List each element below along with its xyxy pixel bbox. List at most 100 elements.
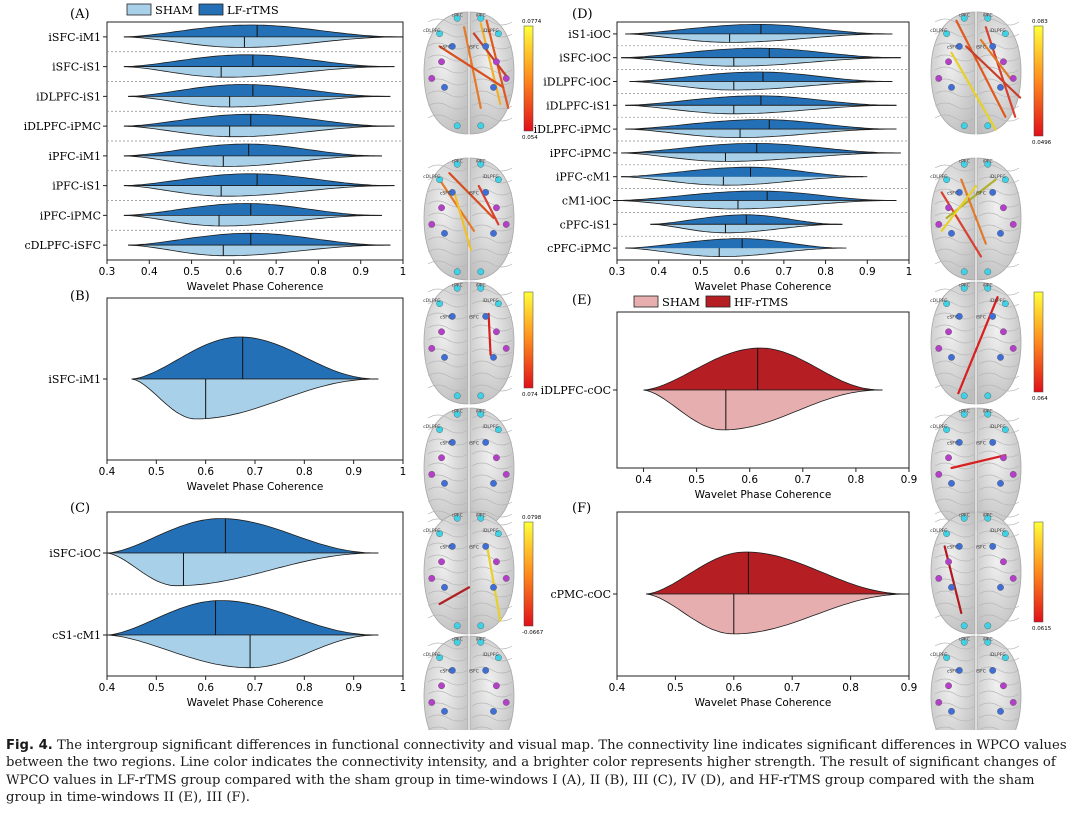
brain-node <box>482 667 490 674</box>
colorbar: 0.0774 0.054 <box>522 19 542 141</box>
brain-gyrus <box>978 530 1020 538</box>
brain-region-label: cSFC <box>440 190 451 196</box>
brain-node <box>453 514 461 522</box>
brain-region-label: iDLPFC <box>990 424 1006 430</box>
brain-gyrus <box>978 114 1020 122</box>
brain-region-label: iPFC <box>476 512 486 518</box>
brain-node <box>997 229 1004 237</box>
brain-region-label: iPFC <box>983 158 993 164</box>
x-tick-label: 0.5 <box>183 266 200 278</box>
brain-node <box>495 300 502 307</box>
brain-region-label: iDLPFC <box>990 298 1006 304</box>
colorbar: 0.083 0.0496 <box>1032 19 1052 146</box>
row-label: cPFC-iPMC <box>547 242 611 255</box>
brain-node <box>945 558 952 566</box>
x-tick-label: 0.5 <box>667 682 684 694</box>
brain-gyrus <box>934 438 976 446</box>
brain-region-label: cDLPFC <box>423 424 440 430</box>
brain-gyrus <box>471 690 513 698</box>
brain-node <box>935 699 943 706</box>
brain-gyrus <box>934 372 976 380</box>
legend-swatch-sham <box>633 295 659 308</box>
violin-active-half <box>629 71 893 82</box>
brain-gyrus <box>934 450 976 458</box>
brain-gyrus <box>934 486 976 494</box>
row-label: cS1-cM1 <box>52 629 101 642</box>
brain-region-label: iDLPFC <box>990 174 1006 180</box>
brain-region-label: iDLPFC <box>483 424 499 430</box>
brain-gyrus <box>934 530 976 538</box>
brain-gyrus <box>427 200 469 208</box>
brain-node <box>1000 328 1007 336</box>
brain-node <box>960 122 968 130</box>
brain-gyrus <box>978 474 1020 482</box>
violin-sham-half <box>643 389 883 431</box>
brain-gyrus <box>934 426 976 434</box>
brain-gyrus <box>934 690 976 698</box>
brain-node <box>948 479 955 487</box>
brain-gyrus <box>427 114 469 122</box>
brain-gyrus <box>934 642 976 650</box>
brain-gyrus <box>978 30 1020 38</box>
brain-gyrus <box>427 360 469 368</box>
brain-gyrus <box>978 602 1020 610</box>
brain-gyrus <box>978 654 1020 662</box>
brain-node <box>955 189 963 196</box>
legend-swatch-sham <box>126 3 152 16</box>
brain-node <box>502 699 510 706</box>
brain-node <box>441 583 448 591</box>
brain-region-label: iSFC <box>469 544 479 550</box>
brain-gyrus <box>978 462 1020 470</box>
panel-label: (D) <box>572 7 593 22</box>
brain-gyrus <box>471 384 513 392</box>
brain-map: cPFC iPFC cDLPFC iDLPFC iSFC cSFC <box>930 281 1022 405</box>
brain-region-label: cDLPFC <box>423 652 440 658</box>
brain-gyrus <box>427 426 469 434</box>
colorbar-min-label: 0.074 <box>522 392 538 398</box>
legend-swatch-active <box>705 295 731 308</box>
brain-region-label: cSFC <box>440 314 451 320</box>
brain-node <box>1000 682 1007 690</box>
brain-gyrus <box>427 42 469 50</box>
brain-gyrus <box>978 714 1020 722</box>
brain-gyrus <box>427 248 469 256</box>
row-label: iDLPFC-iPMC <box>534 123 611 136</box>
brain-gyrus <box>427 18 469 26</box>
connectivity-line <box>960 178 987 245</box>
connectivity-line <box>479 22 502 106</box>
x-tick-label: 0.5 <box>688 474 705 486</box>
brain-region-label: iSFC <box>976 190 986 196</box>
brain-gyrus <box>427 300 469 308</box>
x-tick-label: 0.8 <box>848 474 865 486</box>
brain-gyrus <box>934 164 976 172</box>
brain-node <box>960 160 968 168</box>
brain-region-label: cSFC <box>440 440 451 446</box>
violin-sham-half <box>625 247 843 257</box>
violin-active-half <box>621 47 901 59</box>
brain-region-label: cDLPFC <box>423 28 440 34</box>
brain-gyrus <box>934 114 976 122</box>
row-label: iSFC-iOC <box>559 52 611 65</box>
brain-region-label: iDLPFC <box>483 174 499 180</box>
row-label: cM1-iOC <box>562 195 611 208</box>
brain-region-label: iDLPFC <box>990 28 1006 34</box>
brain-region-label: cPFC <box>959 408 970 414</box>
brain-node <box>984 268 992 276</box>
brain-node <box>493 454 500 462</box>
violin-sham-half <box>131 378 379 420</box>
brain-gyrus <box>978 486 1020 494</box>
x-tick-label: 0.9 <box>859 266 876 278</box>
brain-node <box>495 654 502 661</box>
chart-a: (A) 0.3 0.4 0.5 0.6 0.7 0.8 0.9 1 Wavelet Phase C… <box>24 3 407 293</box>
brain-gyrus <box>471 224 513 232</box>
brain-region-label: cDLPFC <box>930 424 947 430</box>
brain-node <box>1000 454 1007 462</box>
brain-node <box>502 345 510 352</box>
brain-node <box>482 189 490 196</box>
panel-label: (C) <box>70 501 90 516</box>
violin-sham-half <box>123 215 382 227</box>
brain-gyrus <box>427 614 469 622</box>
brain-gyrus <box>934 66 976 74</box>
brain-gyrus <box>471 102 513 110</box>
brain-node <box>448 667 456 674</box>
